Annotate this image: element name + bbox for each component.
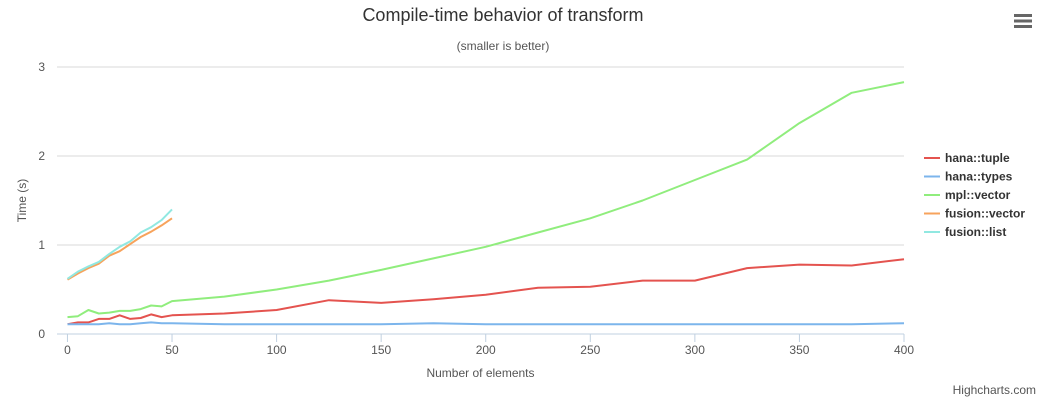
legend-label: fusion::list <box>945 225 1006 239</box>
y-tick-label: 1 <box>38 238 45 252</box>
x-tick-label: 0 <box>64 343 71 357</box>
hamburger-menu-icon[interactable] <box>1011 10 1035 32</box>
legend-item-mpl-vector[interactable]: mpl::vector <box>924 188 1011 202</box>
y-tick-label: 3 <box>38 60 45 74</box>
x-axis-title: Number of elements <box>426 366 534 380</box>
x-tick-label: 300 <box>685 343 705 357</box>
chart-subtitle: (smaller is better) <box>456 39 550 53</box>
legend: hana::tuplehana::typesmpl::vectorfusion:… <box>924 151 1025 239</box>
y-tick-label: 0 <box>38 327 45 341</box>
x-tick-label: 100 <box>267 343 287 357</box>
credits-link[interactable]: Highcharts.com <box>952 383 1036 397</box>
x-tick-label: 150 <box>371 343 391 357</box>
x-tick-label: 350 <box>789 343 809 357</box>
legend-label: mpl::vector <box>945 188 1011 202</box>
series-lines <box>66 81 905 326</box>
chart-title: Compile-time behavior of transform <box>362 5 644 25</box>
legend-label: hana::types <box>945 170 1013 184</box>
series-line-fusion-vector[interactable] <box>66 217 173 281</box>
legend-item-hana-types[interactable]: hana::types <box>924 170 1013 184</box>
series-line-hana-types[interactable] <box>67 321 905 326</box>
legend-item-fusion-list[interactable]: fusion::list <box>924 225 1006 239</box>
legend-item-fusion-vector[interactable]: fusion::vector <box>924 207 1025 221</box>
x-tick-label: 400 <box>894 343 914 357</box>
y-axis-title: Time (s) <box>15 179 29 223</box>
axes: 0 1 2 3 0 50 100 150 200 250 300 350 400 Number of el… <box>15 60 914 380</box>
series-line-fusion-list[interactable] <box>66 208 173 280</box>
x-tick-label: 50 <box>165 343 179 357</box>
grid-lines <box>57 66 904 246</box>
series-line-hana-tuple[interactable] <box>67 258 905 326</box>
x-tick-label: 250 <box>580 343 600 357</box>
y-tick-label: 2 <box>38 149 45 163</box>
legend-label: hana::tuple <box>945 151 1010 165</box>
legend-label: fusion::vector <box>945 207 1025 221</box>
x-tick-label: 200 <box>476 343 496 357</box>
legend-item-hana-tuple[interactable]: hana::tuple <box>924 151 1010 165</box>
series-line-mpl-vector[interactable] <box>67 81 905 319</box>
